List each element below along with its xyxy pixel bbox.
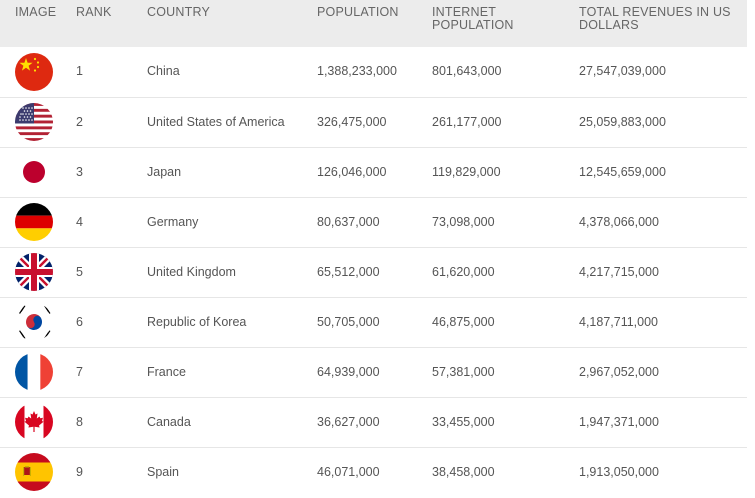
header-population: POPULATION — [317, 5, 399, 19]
population-cell: 64,939,000 — [317, 364, 380, 379]
rank-cell: 6 — [76, 314, 83, 329]
germany-flag-icon — [15, 203, 53, 241]
total-revenues-cell: 1,913,050,000 — [579, 464, 659, 479]
rank-cell: 9 — [76, 464, 83, 479]
header-internet-population: INTERNET POPULATION — [432, 5, 514, 32]
total-revenues-cell: 12,545,659,000 — [579, 164, 666, 179]
total-revenues-cell: 2,967,052,000 — [579, 364, 659, 379]
country-cell: Spain — [147, 464, 179, 479]
table-row: 2 United States of America 326,475,000 2… — [0, 97, 747, 147]
population-cell: 326,475,000 — [317, 114, 387, 129]
population-cell: 50,705,000 — [317, 314, 380, 329]
country-cell: United Kingdom — [147, 264, 236, 279]
table-header-row: IMAGE RANK COUNTRY POPULATION INTERNET P… — [0, 0, 747, 47]
korea-flag-icon — [15, 303, 53, 341]
total-revenues-cell: 1,947,371,000 — [579, 414, 659, 429]
header-rank: RANK — [76, 5, 112, 19]
internet-population-cell: 33,455,000 — [432, 414, 495, 429]
country-cell: Germany — [147, 214, 199, 229]
internet-population-cell: 119,829,000 — [432, 164, 501, 179]
rank-cell: 8 — [76, 414, 83, 429]
population-cell: 46,071,000 — [317, 464, 380, 479]
internet-population-cell: 38,458,000 — [432, 464, 495, 479]
population-cell: 126,046,000 — [317, 164, 387, 179]
table-row: 4 Germany 80,637,000 73,098,000 4,378,06… — [0, 197, 747, 247]
canada-flag-icon — [15, 403, 53, 441]
internet-population-cell: 801,643,000 — [432, 64, 502, 79]
rank-cell: 7 — [76, 364, 83, 379]
country-cell: Canada — [147, 414, 191, 429]
internet-population-cell: 61,620,000 — [432, 264, 495, 279]
uk-flag-icon — [15, 253, 53, 291]
table-row: 1 China 1,388,233,000 801,643,000 27,547… — [0, 47, 747, 97]
spain-flag-icon — [15, 453, 53, 492]
internet-population-cell: 261,177,000 — [432, 114, 502, 129]
population-cell: 65,512,000 — [317, 264, 380, 279]
usa-flag-icon — [15, 103, 53, 141]
japan-flag-icon — [15, 153, 53, 191]
country-cell: France — [147, 364, 186, 379]
country-cell: Republic of Korea — [147, 314, 247, 329]
internet-population-cell: 46,875,000 — [432, 314, 495, 329]
table-row: 5 United Kingdom 65,512,000 61,620,000 4… — [0, 247, 747, 297]
total-revenues-cell: 25,059,883,000 — [579, 114, 666, 129]
header-country: COUNTRY — [147, 5, 210, 19]
internet-population-cell: 73,098,000 — [432, 214, 495, 229]
rank-cell: 2 — [76, 114, 83, 129]
table-row: 6 Republic of Korea 50,705,000 46,875,00… — [0, 297, 747, 347]
table-row: 9 Spain 46,071,000 38,458,000 1,913,050,… — [0, 447, 747, 497]
table-row: 7 France 64,939,000 57,381,000 2,967,052… — [0, 347, 747, 397]
country-cell: United States of America — [147, 114, 285, 129]
population-cell: 1,388,233,000 — [317, 64, 397, 79]
table-row: 3 Japan 126,046,000 119,829,000 12,545,6… — [0, 147, 747, 197]
total-revenues-cell: 4,217,715,000 — [579, 264, 659, 279]
country-cell: Japan — [147, 164, 182, 179]
china-flag-icon — [15, 52, 53, 91]
france-flag-icon — [15, 353, 53, 391]
table-row: 8 Canada 36,627,000 33,455,000 1,947,371… — [0, 397, 747, 447]
internet-population-cell: 57,381,000 — [432, 364, 495, 379]
country-cell: China — [147, 64, 180, 79]
total-revenues-cell: 4,378,066,000 — [579, 214, 659, 229]
rank-cell: 4 — [76, 214, 83, 229]
header-total-revenues: TOTAL REVENUES IN US DOLLARS — [579, 5, 731, 32]
population-cell: 36,627,000 — [317, 414, 380, 429]
total-revenues-cell: 4,187,711,000 — [579, 314, 659, 329]
rank-cell: 3 — [76, 164, 83, 179]
population-cell: 80,637,000 — [317, 214, 380, 229]
total-revenues-cell: 27,547,039,000 — [579, 64, 666, 79]
rank-cell: 1 — [76, 64, 83, 79]
header-image: IMAGE — [15, 5, 57, 19]
rank-cell: 5 — [76, 264, 83, 279]
